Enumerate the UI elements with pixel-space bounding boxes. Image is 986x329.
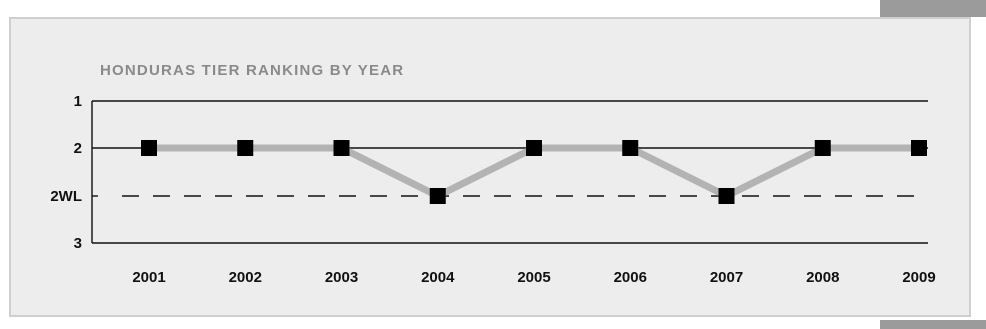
- x-tick-label: 2004: [421, 269, 455, 286]
- y-axis-tick-labels: 1 2 2WL 3: [50, 93, 82, 252]
- data-point-marker: [237, 140, 254, 156]
- y-tick-label: 3: [74, 235, 82, 252]
- data-point-marker: [911, 140, 927, 156]
- corner-tab-top: [880, 0, 986, 17]
- data-point-marker: [814, 140, 831, 156]
- data-point-marker: [718, 188, 735, 204]
- data-point-marker: [622, 140, 639, 156]
- y-tick-label: 2: [74, 140, 82, 157]
- x-tick-label: 2007: [710, 269, 743, 286]
- data-point-marker: [526, 140, 542, 156]
- x-tick-label: 2006: [614, 269, 647, 286]
- x-tick-label: 2003: [325, 269, 358, 286]
- x-tick-label: 2009: [902, 269, 935, 286]
- x-tick-label: 2002: [229, 269, 262, 286]
- y-tick-label: 1: [74, 93, 82, 110]
- x-tick-label: 2005: [517, 269, 550, 286]
- chart-title: HONDURAS TIER RANKING BY YEAR: [100, 62, 404, 79]
- x-tick-label: 2008: [806, 269, 839, 286]
- x-tick-label: 2001: [132, 269, 165, 286]
- data-point-marker: [141, 140, 157, 156]
- data-point-marker: [429, 188, 446, 204]
- data-point-marker: [333, 140, 350, 156]
- gridlines: [91, 100, 928, 244]
- x-axis-tick-labels: 2001 2002 2003 2004 2005 2006 2007 2008 2009: [132, 269, 935, 286]
- corner-tab-bottom: [880, 320, 986, 329]
- y-tick-label: 2WL: [50, 188, 82, 205]
- data-markers: [141, 140, 927, 204]
